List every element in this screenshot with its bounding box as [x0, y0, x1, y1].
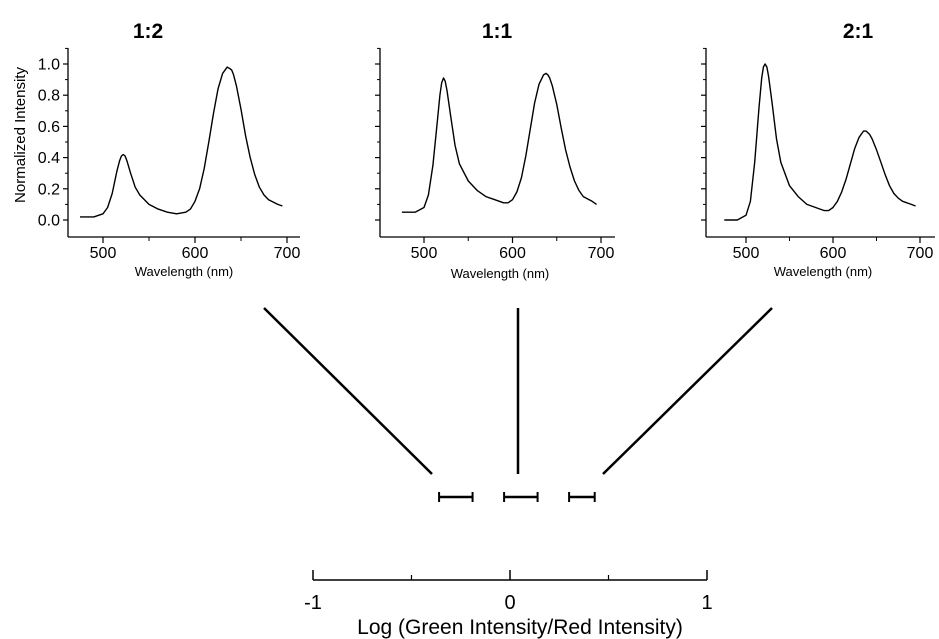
x-axis-label: Wavelength (nm) — [774, 264, 873, 279]
x-tick-label: 500 — [90, 245, 117, 262]
x-tick-label: 600 — [499, 245, 526, 262]
connector-lines — [263, 307, 773, 475]
panel-title: 1:1 — [482, 20, 513, 43]
y-tick-label: 0.6 — [38, 119, 60, 136]
spectrum-panel-1-2: 1:2 Normalized Intensity Wavelength (nm)… — [12, 20, 300, 279]
x-tick-label: 600 — [820, 245, 847, 262]
x-axis-label: Wavelength (nm) — [135, 264, 234, 279]
spectrum-panel-1-1: 1:1 Wavelength (nm) 500 600 700 — [375, 20, 615, 281]
x-axis-label: Wavelength (nm) — [451, 266, 550, 281]
x-tick-label: 500 — [411, 245, 438, 262]
x-tick-label: 600 — [182, 245, 209, 262]
y-tick-label: 0.8 — [38, 88, 60, 105]
log-ratio-axis: Log (Green Intensity/Red Intensity) -1 0 1 — [304, 570, 713, 639]
spectrum-panel-2-1: 2:1 Wavelength (nm) 500 600 700 — [701, 20, 935, 279]
x-tick-label: -1 — [304, 592, 322, 614]
x-tick-label: 700 — [907, 245, 934, 262]
y-tick-label: 0.4 — [38, 150, 60, 167]
panel-title: 2:1 — [843, 20, 874, 43]
connector-line-2-1 — [602, 307, 773, 475]
x-tick-label: 500 — [733, 245, 760, 262]
spectrum-line — [401, 72, 597, 213]
x-tick-label: 0 — [504, 592, 515, 614]
spectrum-line — [724, 63, 916, 221]
y-tick-label: 0.2 — [38, 181, 60, 198]
connector-line-1-2 — [263, 307, 433, 475]
y-tick-label: 0.0 — [38, 213, 60, 230]
x-tick-label: 1 — [701, 592, 712, 614]
x-tick-label: 700 — [274, 245, 301, 262]
y-tick-label: 1.0 — [38, 57, 60, 74]
x-axis-label: Log (Green Intensity/Red Intensity) — [357, 616, 683, 639]
panel-title: 1:2 — [133, 20, 163, 43]
spectrum-line — [80, 66, 283, 218]
x-tick-label: 700 — [588, 245, 615, 262]
y-axis-label: Normalized Intensity — [12, 67, 29, 203]
range-bars — [438, 492, 596, 502]
